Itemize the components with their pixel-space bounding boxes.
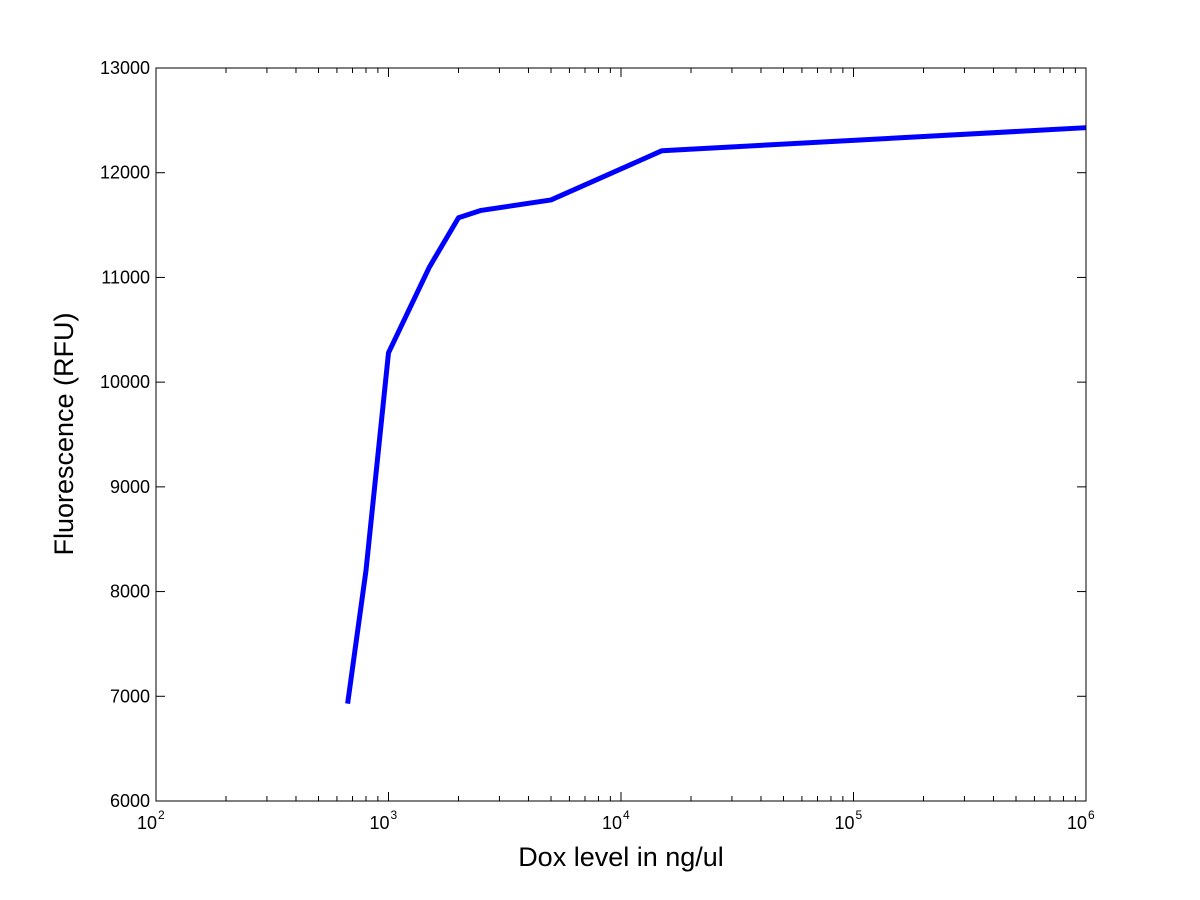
x-tick-label-base: 10 <box>1067 813 1087 833</box>
plot-area <box>156 68 1086 801</box>
x-tick-label-exponent: 2 <box>158 808 165 822</box>
x-tick-label-exponent: 3 <box>391 808 398 822</box>
y-tick-label: 12000 <box>100 163 150 183</box>
series-line <box>345 125 1087 704</box>
x-tick-label-exponent: 4 <box>623 808 630 822</box>
x-tick-label-exponent: 6 <box>1088 808 1095 822</box>
x-tick-label-base: 10 <box>834 813 854 833</box>
y-axis-title: Fluorescence (RFU) <box>49 312 79 555</box>
x-tick-labels: 10 2 10 3 10 4 10 5 10 6 <box>137 808 1095 833</box>
x-axis-title: Dox level in ng/ul <box>518 842 724 872</box>
y-tick-label: 13000 <box>100 58 150 78</box>
y-tick-label: 6000 <box>110 791 150 811</box>
series-layer <box>345 125 1087 704</box>
y-tick-label: 11000 <box>101 267 150 287</box>
x-tick-label: 10 3 <box>369 808 397 833</box>
x-tick-label-exponent: 5 <box>856 808 863 822</box>
x-tick-label: 10 2 <box>137 808 165 833</box>
x-tick-label: 10 5 <box>834 808 862 833</box>
x-tick-label-base: 10 <box>369 813 389 833</box>
plot-frame <box>155 67 1087 802</box>
y-tick-label: 7000 <box>110 686 150 706</box>
y-tick-label: 10000 <box>100 372 150 392</box>
x-tick-label-base: 10 <box>137 813 157 833</box>
x-tick-label-base: 10 <box>602 813 622 833</box>
y-tick-label: 9000 <box>110 477 150 497</box>
y-tick-label: 8000 <box>110 582 150 602</box>
y-tick-labels: 6000 7000 8000 9000 10000 11000 12000 13000 <box>100 58 150 811</box>
minor-ticks <box>225 68 1076 801</box>
x-tick-label: 10 4 <box>602 808 630 833</box>
x-tick-label: 10 6 <box>1067 808 1095 833</box>
